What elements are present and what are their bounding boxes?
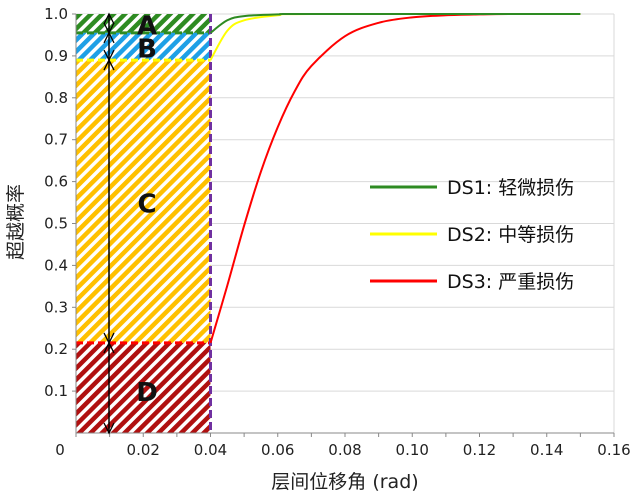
legend-label: DS2: 中等损伤 xyxy=(447,224,574,246)
x-tick-label: 0.14 xyxy=(530,441,563,459)
x-tick-label: 0.10 xyxy=(396,441,429,459)
y-tick-label: 0.6 xyxy=(44,173,68,191)
arrow-head xyxy=(103,58,115,71)
x-tick-label: 0.12 xyxy=(463,441,496,459)
axes: 0 0.02 0.04 0.06 0.08 0.10 0.12 0.14 0.16 0.1 0.2 0… xyxy=(44,5,631,459)
region-B xyxy=(76,32,211,61)
region-label-A: A xyxy=(137,11,157,41)
arrow-head xyxy=(103,341,115,354)
x-axis-title: 层间位移角 (rad) xyxy=(271,471,418,493)
x-tick-label: 0.08 xyxy=(328,441,361,459)
y-tick-label: 0.1 xyxy=(44,382,68,400)
x-tick-label: 0.04 xyxy=(194,441,227,459)
hatched-regions xyxy=(76,14,212,433)
legend-label: DS1: 轻微损伤 xyxy=(447,177,574,199)
series-line xyxy=(209,12,581,34)
y-tick-label: 1.0 xyxy=(44,5,68,23)
y-tick-label: 0.8 xyxy=(44,89,68,107)
y-tick-label: 0.3 xyxy=(44,298,68,316)
y-tick-label: 0.7 xyxy=(44,131,68,149)
region-labels: AB C D xyxy=(136,11,158,408)
arrow-head xyxy=(103,31,115,44)
region-label-D: D xyxy=(136,378,158,408)
x-tick-label: 0.16 xyxy=(597,441,630,459)
y-tick-label: 0.4 xyxy=(44,256,68,274)
arrow-head xyxy=(103,422,115,435)
region-C xyxy=(76,60,211,343)
legend-label: DS3: 严重损伤 xyxy=(447,271,574,293)
region-label-C: C xyxy=(137,190,156,220)
y-tick-label: 0.9 xyxy=(44,47,68,65)
series-lines xyxy=(209,12,581,344)
x-tick-label: 0.06 xyxy=(261,441,294,459)
arrow-head xyxy=(103,12,115,25)
x-tick-label: 0.02 xyxy=(127,441,160,459)
range-arrows xyxy=(103,12,115,435)
x-tick-label: 0 xyxy=(55,441,65,459)
legend: DS1: 轻微损伤 DS2: 中等损伤 DS3: 严重损伤 xyxy=(370,177,574,293)
region-label-B: B xyxy=(137,35,157,65)
region-D xyxy=(76,342,211,433)
series-line xyxy=(209,12,581,61)
y-tick-label: 0.2 xyxy=(44,340,68,358)
y-tick-label: 0.5 xyxy=(44,215,68,233)
y-axis-title: 超越概率 xyxy=(5,184,27,260)
